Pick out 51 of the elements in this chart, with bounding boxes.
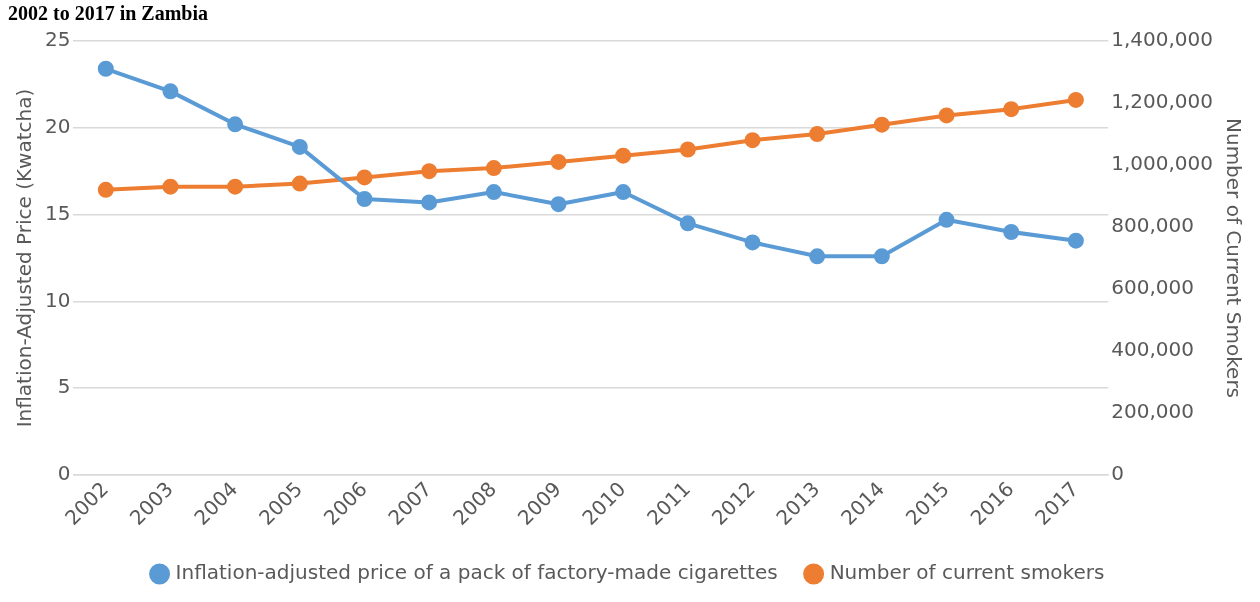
point: [291, 175, 308, 192]
y2-tick-label: 0: [1111, 461, 1124, 486]
point: [162, 83, 179, 100]
point: [227, 116, 244, 133]
point: [97, 181, 114, 198]
y-tick-label: 10: [45, 287, 71, 312]
y-tick-label: 15: [45, 200, 71, 225]
y2-tick-label: 1,200,000: [1111, 89, 1214, 114]
point: [421, 163, 438, 180]
y2-axis-title: Number of Current Smokers: [1221, 118, 1246, 399]
point: [550, 153, 567, 170]
legend-label: Number of current smokers: [829, 560, 1105, 585]
y2-tick-label: 800,000: [1111, 213, 1194, 238]
y2-tick-label: 400,000: [1111, 337, 1194, 362]
point: [550, 196, 567, 213]
point: [938, 211, 955, 228]
point: [227, 178, 244, 195]
point: [809, 248, 826, 265]
y-tick-label: 5: [57, 374, 71, 399]
point: [1067, 232, 1084, 249]
point: [1003, 101, 1020, 118]
y2-tick-label: 600,000: [1111, 275, 1194, 300]
point: [1003, 223, 1020, 240]
point: [679, 215, 696, 232]
point: [356, 190, 373, 207]
point: [873, 248, 890, 265]
point: [615, 147, 632, 164]
point: [291, 138, 308, 155]
point: [744, 234, 761, 251]
y-tick-label: 0: [57, 461, 71, 486]
point: [744, 132, 761, 149]
legend-label: Inflation-adjusted price of a pack of factory-made cigarettes: [175, 560, 778, 585]
y2-tick-label: 200,000: [1111, 399, 1194, 424]
point: [809, 126, 826, 143]
point: [615, 184, 632, 201]
point: [421, 194, 438, 211]
point: [162, 178, 179, 195]
y-tick-label: 20: [45, 114, 71, 139]
point: [485, 160, 502, 177]
point: [485, 184, 502, 201]
point: [938, 107, 955, 124]
point: [97, 60, 114, 77]
y-axis-title: Inflation-Adjusted Price (Kwatcha): [12, 88, 37, 428]
y2-tick-label: 1,400,000: [1111, 27, 1214, 52]
point: [873, 116, 890, 133]
chart-title: 2002 to 2017 in Zambia: [7, 1, 210, 26]
y-tick-label: 25: [45, 27, 71, 52]
point: [679, 141, 696, 158]
y2-tick-label: 1,000,000: [1111, 151, 1214, 176]
point: [356, 169, 373, 186]
point: [1067, 91, 1084, 108]
